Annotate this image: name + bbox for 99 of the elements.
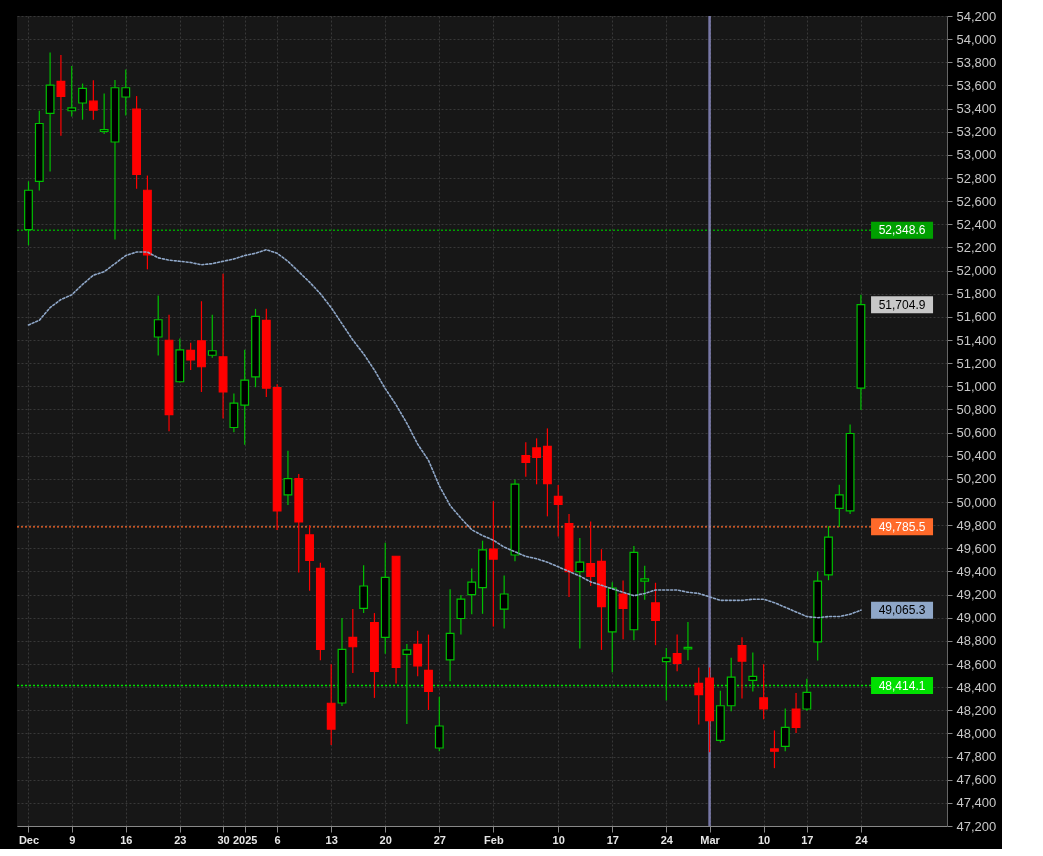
y-tick-label: 52,800	[956, 170, 997, 186]
candlestick	[402, 643, 412, 725]
y-tick-label: 53,400	[956, 101, 997, 117]
candlestick	[153, 294, 163, 357]
candlestick	[834, 484, 844, 528]
candlestick	[121, 68, 131, 117]
y-tick-label: 49,800	[956, 517, 997, 533]
y-tick-label: 47,400	[956, 795, 997, 811]
candlestick	[56, 54, 66, 137]
x-tick-label: 10	[552, 833, 565, 846]
ref-line-label: 52,348.6	[878, 223, 926, 238]
y-tick-label: 48,400	[956, 679, 997, 695]
x-tick-label: Mar	[700, 833, 721, 846]
line-series	[27, 248, 862, 619]
y-tick-label: 47,600	[956, 772, 997, 788]
y-tick-label: 53,800	[956, 54, 997, 70]
y-tick-label: 51,400	[956, 332, 997, 348]
candlestick	[424, 634, 433, 711]
x-tick-label: 24	[855, 833, 869, 846]
candlestick	[67, 65, 77, 118]
candlestick	[499, 574, 509, 630]
candlestick	[748, 651, 758, 693]
data-label: 49,065.3	[878, 603, 926, 618]
x-tick-label: 30	[217, 833, 230, 846]
candlestick	[780, 707, 790, 752]
y-tick-label: 49,200	[956, 587, 997, 603]
x-tick-label: 20	[379, 833, 392, 846]
y-tick-label: 47,800	[956, 749, 997, 765]
candlestick	[770, 729, 779, 769]
x-tick-label: 17	[606, 833, 619, 846]
candlestick	[521, 441, 531, 478]
candlestick	[283, 450, 293, 506]
x-tick-label: Dec	[18, 833, 40, 846]
candlestick	[456, 594, 466, 636]
candlestick	[467, 567, 477, 615]
x-tick-label: 27	[433, 833, 446, 846]
y-tick-label: 51,600	[956, 309, 997, 325]
candlestick	[737, 636, 747, 700]
y-tick-label: 48,000	[956, 725, 997, 741]
y-tick-label: 51,200	[956, 355, 997, 371]
y-tick-label: 50,200	[956, 471, 997, 487]
y-tick-label: 52,000	[956, 263, 997, 279]
y-tick-label: 50,600	[956, 425, 997, 441]
y-tick-label: 53,600	[956, 77, 997, 93]
y-tick-label: 53,000	[956, 147, 997, 163]
candlestick	[413, 630, 423, 677]
x-tick-label: 24	[660, 833, 674, 846]
y-tick-label: 48,600	[956, 656, 997, 672]
y-tick-label: 52,600	[956, 193, 997, 209]
x-tick-label: 13	[325, 833, 338, 846]
candlestick	[78, 82, 87, 121]
y-tick-label: 48,800	[956, 633, 997, 649]
ref-line-label: 49,785.5	[878, 519, 926, 534]
x-tick-label: Feb	[484, 833, 504, 846]
y-tick-label: 51,000	[956, 378, 997, 394]
text: 51,704.9	[878, 297, 926, 312]
candlestick	[694, 666, 704, 725]
y-tick-label: 49,600	[956, 540, 997, 556]
x-tick-label: 10	[758, 833, 771, 846]
x-tick-label: 23	[174, 833, 187, 846]
candlestick	[640, 565, 650, 601]
candlestick	[661, 647, 671, 702]
candlestick	[759, 663, 769, 720]
candlestick	[488, 500, 498, 628]
ref-line-label: 48,414.1	[878, 678, 926, 693]
candlestick	[88, 79, 98, 121]
x-tick-label: 17	[801, 833, 814, 846]
x-tick-label: 6	[274, 833, 281, 846]
candlestick	[651, 582, 660, 646]
y-tick-label: 54,200	[956, 8, 997, 24]
y-tick-label: 50,800	[956, 401, 997, 417]
candlestick	[672, 634, 682, 672]
y-tick-label: 50,400	[956, 448, 997, 464]
y-tick-label: 54,000	[956, 31, 997, 47]
y-tick-label: 49,000	[956, 610, 997, 626]
candlestick	[186, 342, 196, 371]
candlestick	[618, 579, 628, 640]
x-tick-label: 2025	[232, 833, 258, 846]
y-tick-label: 47,200	[956, 818, 997, 834]
candlestick	[683, 621, 693, 661]
candlestick	[207, 314, 217, 359]
candlestick	[553, 484, 563, 538]
y-tick-label: 53,200	[956, 124, 997, 140]
y-tick-label: 52,200	[956, 239, 997, 255]
candlestick	[434, 696, 444, 752]
x-tick-label: 16	[120, 833, 133, 846]
y-tick-label: 48,200	[956, 702, 997, 718]
y-tick-label: 50,000	[956, 494, 997, 510]
y-tick-label: 52,400	[956, 216, 997, 232]
candlestick	[791, 692, 801, 734]
candlestick	[575, 537, 585, 650]
y-tick-label: 49,400	[956, 563, 997, 579]
candlestick	[802, 678, 812, 712]
candlestick	[586, 520, 596, 587]
x-tick-label: 9	[69, 833, 76, 846]
candlestick	[359, 564, 369, 614]
y-tick-label: 51,800	[956, 286, 997, 302]
candlestick	[348, 608, 358, 674]
candlestick	[532, 437, 542, 485]
